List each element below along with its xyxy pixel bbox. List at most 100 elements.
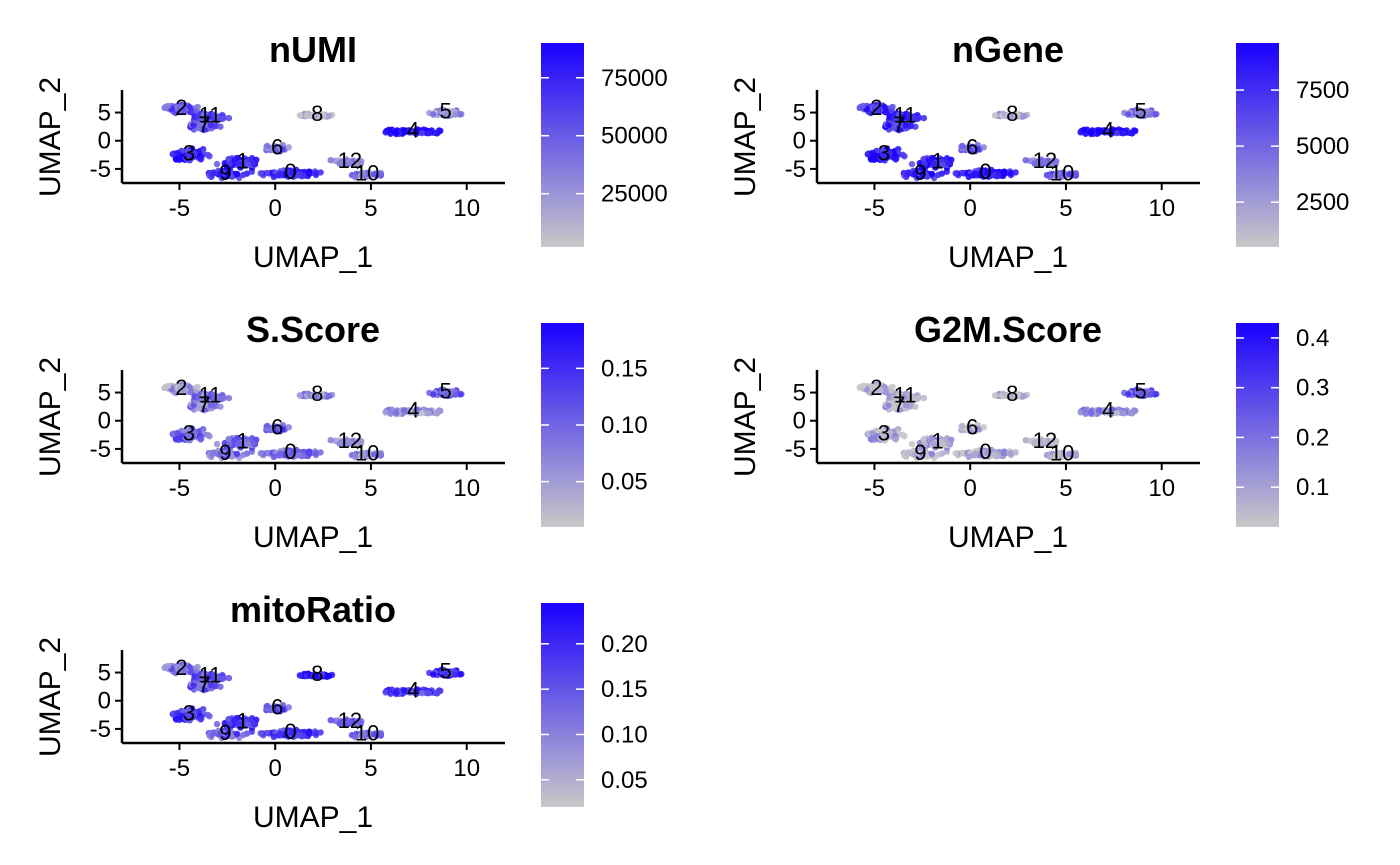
y-tick-label: 5 <box>793 100 806 127</box>
cell-point <box>207 402 215 409</box>
cell-point <box>289 169 296 177</box>
color-legend: 0.05 0.10 0.15 <box>541 323 648 527</box>
x-tick-label: 10 <box>1148 195 1175 222</box>
cell-point <box>1077 129 1084 136</box>
cell-point <box>1082 410 1089 417</box>
cell-point <box>1046 173 1054 181</box>
cell-point <box>912 123 919 130</box>
cell-point <box>859 102 867 110</box>
cluster-label-4: 4 <box>1102 118 1114 143</box>
color-bar <box>541 43 584 247</box>
cluster-label-11: 11 <box>894 102 917 127</box>
cell-point <box>1000 450 1007 457</box>
cell-point <box>1113 409 1121 417</box>
cell-point <box>393 129 400 137</box>
cell-point <box>919 170 926 178</box>
cell-point <box>257 450 264 457</box>
cell-point <box>452 671 459 678</box>
x-tick-label: -5 <box>169 195 190 222</box>
y-tick-label: 0 <box>793 408 806 435</box>
y-axis-title: UMAP_2 <box>729 77 762 197</box>
cell-point <box>905 449 912 456</box>
cluster-label-3: 3 <box>878 421 890 446</box>
cluster-label-1: 1 <box>931 149 943 174</box>
cell-point <box>1141 108 1148 115</box>
cell-point <box>325 392 333 400</box>
cell-point <box>305 450 312 457</box>
x-tick-label: 5 <box>364 475 377 502</box>
cluster-label-0: 0 <box>284 159 296 184</box>
cell-point <box>876 107 883 114</box>
cell-point <box>456 111 463 118</box>
cell-point <box>869 149 876 157</box>
scatter-points <box>161 381 465 462</box>
cluster-label-10: 10 <box>1050 160 1074 185</box>
cluster-label-7: 7 <box>198 112 210 137</box>
cluster-label-4: 4 <box>1102 398 1114 423</box>
cell-point <box>928 170 936 178</box>
y-tick-label: 5 <box>793 380 806 407</box>
cell-point <box>1066 171 1073 178</box>
cell-point <box>970 451 977 459</box>
x-tick-label: 10 <box>1148 475 1175 502</box>
cell-point <box>900 113 908 121</box>
panel-title: nUMI <box>269 29 357 70</box>
cluster-label-3: 3 <box>183 141 195 166</box>
cell-point <box>1113 129 1121 137</box>
cell-point <box>959 422 966 430</box>
cell-point <box>184 152 191 159</box>
cell-point <box>240 171 247 178</box>
cell-point <box>360 170 367 178</box>
cell-point <box>452 111 459 118</box>
legend-tick-label: 0.4 <box>1296 325 1329 352</box>
cell-point <box>318 391 325 398</box>
cell-point <box>225 114 233 122</box>
x-ticks: -5 0 5 10 <box>864 463 1175 502</box>
cluster-label-7: 7 <box>893 112 905 137</box>
cell-point <box>195 124 202 132</box>
cell-point <box>1088 409 1095 417</box>
cluster-label-10: 10 <box>355 160 379 185</box>
cluster-label-12: 12 <box>1033 428 1057 453</box>
cell-point <box>970 144 978 151</box>
cell-point <box>867 109 874 117</box>
legend-tick-label: 0.15 <box>601 676 648 703</box>
y-ticks: -505 <box>90 380 122 463</box>
cluster-label-8: 8 <box>311 101 323 126</box>
cell-point <box>452 391 459 398</box>
cell-point <box>438 108 446 115</box>
cluster-label-9: 9 <box>219 440 231 465</box>
cell-point <box>859 382 867 390</box>
cell-point <box>387 410 394 417</box>
cell-point <box>413 406 420 414</box>
cell-point <box>217 170 224 177</box>
cell-point <box>1020 112 1028 120</box>
cell-point <box>206 153 213 160</box>
cell-point <box>207 122 215 129</box>
legend-tick-label: 50000 <box>601 123 668 150</box>
cell-point <box>393 409 400 417</box>
cell-point <box>270 453 277 460</box>
cell-point <box>224 170 231 178</box>
cell-point <box>296 672 304 679</box>
y-tick-label: 5 <box>98 380 111 407</box>
color-bar <box>1236 323 1279 527</box>
cell-point <box>317 729 324 736</box>
cell-point <box>965 173 972 180</box>
cell-point <box>945 160 952 167</box>
cluster-label-8: 8 <box>311 661 323 686</box>
cell-point <box>1120 409 1128 417</box>
cell-point <box>1147 391 1154 398</box>
color-legend: 25000 50000 75000 <box>541 43 668 247</box>
cell-point <box>901 433 908 440</box>
cluster-label-9: 9 <box>914 440 926 465</box>
cell-point <box>418 129 425 137</box>
cell-point <box>210 169 217 176</box>
cell-point <box>233 170 241 178</box>
x-ticks: -5 0 5 10 <box>169 743 480 782</box>
cell-point <box>1151 111 1159 118</box>
cell-point <box>430 671 437 678</box>
color-bar <box>541 603 584 807</box>
